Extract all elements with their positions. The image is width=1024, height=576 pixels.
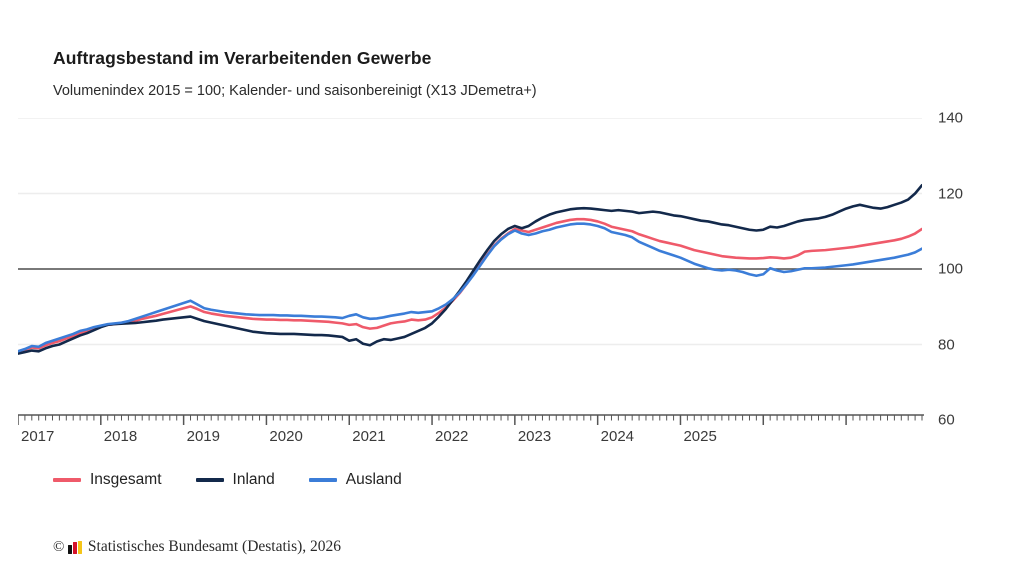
x-axis [18,414,924,428]
logo-bar-red [73,541,77,554]
legend-swatch-ausland [308,478,337,482]
x-axis-tick-2024: 2024 [600,428,635,445]
legend-label-insgesamt: Insgesamt [90,471,162,488]
line-chart-svg [18,118,922,355]
x-axis-ticks [18,414,924,425]
y-axis-tick-140: 140 [938,109,964,127]
y-axis-tick-60: 60 [938,411,955,429]
x-axis-tick-2017: 2017 [21,428,55,445]
page-title: Auftragsbestand im Verarbeitenden Gewerb… [53,48,432,68]
y-axis-tick-labels: 60 80 100 120 140 [938,110,1018,429]
legend-label-ausland: Ausland [345,471,402,488]
copyright-icon: © [53,538,65,555]
destatis-logo-icon [68,540,82,554]
legend-label-inland: Inland [232,471,275,488]
x-axis-tick-2023: 2023 [517,428,552,445]
y-axis-tick-120: 120 [938,185,964,202]
legend-swatch-inland [195,478,224,482]
x-axis-tick-labels: 2017 2018 2019 2020 2021 2022 2023 2024 2025 [18,428,924,450]
x-axis-tick-2022: 2022 [435,428,469,445]
y-axis-tick-80: 80 [938,336,955,353]
x-axis-tick-2020: 2020 [269,428,303,445]
logo-bar-black [68,544,72,554]
x-axis-tick-2021: 2021 [352,428,386,445]
y-axis-tick-100: 100 [938,260,964,278]
footer-source-text: Statistisches Bundesamt (Destatis), 2026 [87,538,342,555]
x-axis-tick-2018: 2018 [103,428,138,445]
legend-swatch-insgesamt [53,478,81,482]
legend-item-ausland[interactable]: Ausland [308,471,402,489]
plot-area [18,118,922,420]
footer: © Statistisches Bundesamt (Destatis), 20… [53,538,341,556]
legend-item-insgesamt[interactable]: Insgesamt [53,471,162,489]
legend-item-inland[interactable]: Inland [195,471,275,489]
x-axis-tick-2025: 2025 [683,428,717,445]
chart-legend: Insgesamt Inland Ausland [53,470,436,490]
chart-subtitle: Volumenindex 2015 = 100; Kalender- und s… [53,83,537,99]
logo-bar-gold [78,540,82,554]
x-axis-tick-2019: 2019 [186,428,220,445]
